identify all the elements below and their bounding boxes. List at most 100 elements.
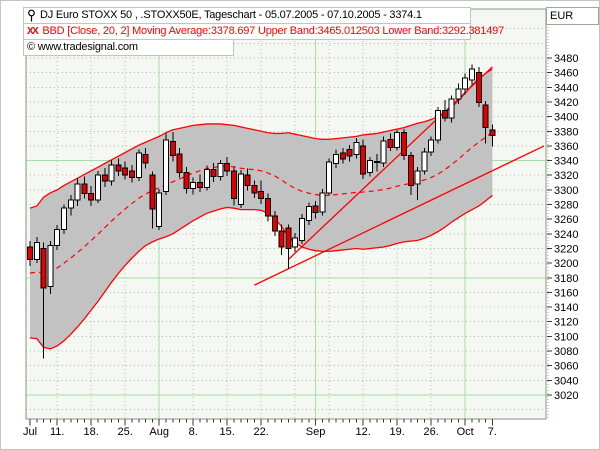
- candle: [156, 192, 163, 228]
- candle: [353, 141, 360, 156]
- candle: [237, 173, 244, 206]
- candle: [95, 174, 101, 201]
- candle: [285, 227, 292, 249]
- candle: [129, 170, 135, 178]
- candle: [210, 168, 217, 178]
- y-axis-label: 3400: [554, 112, 578, 124]
- candle: [380, 140, 387, 164]
- candle: [265, 198, 271, 217]
- x-axis-label: 15.: [220, 426, 235, 438]
- y-axis-label: 3140: [554, 302, 578, 314]
- candle: [407, 154, 414, 186]
- candle: [278, 230, 285, 248]
- candle: [244, 174, 251, 186]
- y-axis-label: 3180: [554, 273, 578, 285]
- candle: [54, 228, 61, 247]
- candle: [197, 182, 203, 189]
- x-axis[interactable]: Jul 11. 18. 25. Aug 8. 15. 22. Sep 12. 19. 26. Oct 7.: [23, 419, 497, 438]
- y-axis-label: 3340: [554, 156, 578, 168]
- candle: [169, 141, 176, 156]
- y-axis-label: 3300: [554, 185, 578, 197]
- candle: [394, 132, 401, 148]
- candle: [27, 246, 33, 260]
- y-axis-label: 3060: [554, 361, 578, 373]
- candle: [163, 139, 169, 192]
- candle: [482, 104, 489, 129]
- y-axis-label: 3080: [554, 346, 578, 358]
- x-axis-label: Aug: [149, 426, 169, 438]
- candle: [217, 162, 224, 178]
- candle: [47, 245, 54, 288]
- y-axis-label: 3100: [554, 331, 578, 343]
- y-axis-label: 3160: [554, 287, 578, 299]
- candle: [190, 182, 197, 189]
- candle: [33, 242, 40, 260]
- candle: [231, 170, 237, 200]
- y-axis[interactable]: 3480 3460 3440 3420 3400 3380 3360 3340 3320 3300…: [547, 27, 578, 419]
- bollinger-band: [29, 68, 493, 350]
- candle: [142, 154, 149, 164]
- candle: [183, 171, 190, 189]
- y-axis-label: 3200: [554, 258, 578, 270]
- candle: [224, 162, 231, 172]
- x-axis-label: 25.: [118, 426, 133, 438]
- x-axis-label: 26.: [424, 426, 439, 438]
- candle: [251, 184, 258, 194]
- y-axis-label: 3240: [554, 229, 578, 241]
- candle: [122, 167, 129, 176]
- x-axis-label: 7.: [488, 426, 497, 438]
- x-axis-label: 22.: [254, 426, 269, 438]
- candle: [115, 164, 122, 172]
- y-axis-label: 3220: [554, 243, 578, 255]
- candle: [81, 183, 88, 195]
- candle: [435, 110, 441, 141]
- y-axis-label: 3020: [554, 390, 578, 402]
- y-axis-label: 3120: [554, 317, 578, 329]
- candle: [61, 207, 67, 230]
- candle: [421, 151, 428, 172]
- candle: [401, 132, 407, 156]
- indicator-icon: XX: [27, 26, 39, 37]
- candle: [74, 183, 81, 201]
- candle: [299, 217, 305, 241]
- candle: [462, 77, 469, 90]
- y-axis-label: 3460: [554, 68, 578, 80]
- x-axis-label: Sep: [306, 426, 326, 438]
- y-axis-label: 3420: [554, 97, 578, 109]
- candle: [339, 152, 346, 160]
- candle: [88, 193, 95, 201]
- candle: [305, 206, 312, 222]
- candle: [387, 138, 394, 148]
- candle: [101, 174, 108, 182]
- candle: [108, 164, 115, 182]
- candle: [292, 237, 299, 248]
- x-axis-label: Oct: [457, 426, 474, 438]
- indicator-legend-box[interactable]: XX BBD [Close, 20, 2] Moving Average:337…: [23, 23, 504, 40]
- candle: [67, 199, 74, 209]
- candles: [27, 64, 496, 359]
- candle: [319, 192, 326, 213]
- chart-title-box[interactable]: DJ Euro STOXX 50 , .STOXX50E, Tageschart…: [23, 7, 471, 24]
- candle: [326, 161, 333, 194]
- candle: [258, 190, 265, 200]
- candle: [149, 174, 156, 210]
- candle: [469, 68, 475, 81]
- candle: [448, 98, 455, 119]
- y-axis-label: 3040: [554, 375, 578, 387]
- x-axis-label: 11.: [50, 426, 64, 438]
- candle: [312, 205, 319, 214]
- candle: [428, 139, 435, 153]
- candle: [203, 168, 210, 189]
- candle: [373, 160, 380, 163]
- candle: [176, 153, 183, 173]
- copyright-text: © www.tradesignal.com: [27, 41, 138, 53]
- pin-icon[interactable]: [27, 9, 36, 22]
- y-axis-label: 3480: [554, 53, 578, 65]
- indicator-text: BBD [Close, 20, 2] Moving Average:3378.6…: [42, 25, 505, 37]
- y-axis-label: 3260: [554, 214, 578, 226]
- x-axis-label: 18.: [84, 426, 99, 438]
- lower-band-line: [29, 194, 493, 350]
- candle: [135, 152, 142, 178]
